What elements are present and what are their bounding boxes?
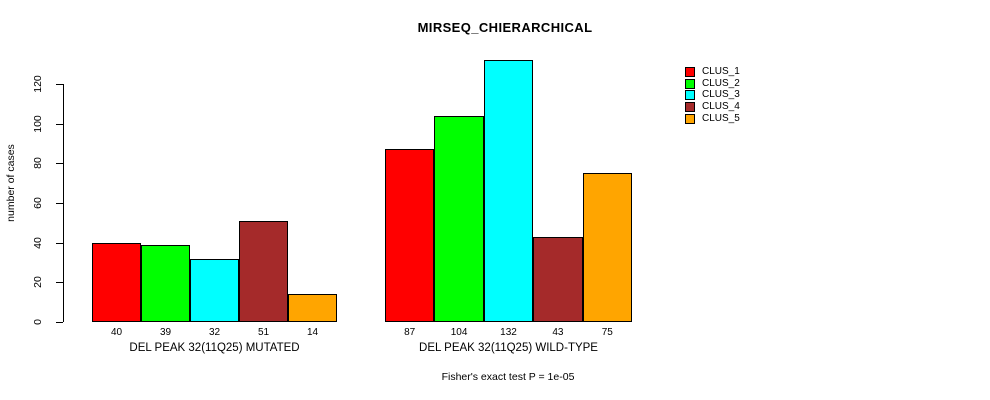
y-axis-tick — [56, 203, 63, 204]
y-axis-tick-label: 20 — [32, 276, 44, 289]
bar-clus_2-group2 — [434, 115, 484, 322]
bar-value-label: 132 — [500, 327, 517, 338]
bar-clus_3-group1 — [190, 258, 239, 322]
legend-label: CLUS_3 — [702, 89, 740, 101]
group-label: DEL PEAK 32(11Q25) WILD-TYPE — [419, 342, 598, 354]
bar-clus_2-group1 — [141, 244, 190, 322]
y-axis-tick-label: 120 — [32, 75, 44, 93]
y-axis-tick — [56, 163, 63, 165]
chart-title: MIRSEQ_CHIERARCHICAL — [417, 20, 593, 35]
bar-clus_1-group2 — [385, 149, 435, 322]
caption-text: Fisher's exact test P = 1e-05 — [441, 371, 575, 383]
bar-value-label: 14 — [306, 327, 319, 338]
bar-value-label: 40 — [110, 327, 123, 338]
y-axis-tick — [56, 322, 63, 323]
legend-label: CLUS_2 — [702, 77, 740, 89]
y-axis-tick — [56, 282, 63, 284]
bar-value-label: 32 — [208, 327, 221, 338]
bar-clus_5-group2 — [582, 173, 632, 322]
bar-clus_5-group1 — [288, 294, 337, 322]
legend-label: CLUS_4 — [702, 101, 740, 113]
bar-value-label: 43 — [552, 327, 564, 338]
legend-swatch-clus_3 — [685, 90, 695, 101]
bar-clus_1-group1 — [92, 242, 141, 322]
bar-value-label: 39 — [159, 327, 172, 338]
legend-swatch-clus_4 — [685, 102, 695, 113]
y-axis-tick — [56, 242, 63, 244]
bar-clus_4-group1 — [239, 220, 288, 322]
y-axis-title: number of cases — [5, 144, 17, 222]
y-axis-tick-label: 0 — [32, 319, 44, 325]
legend-swatch-clus_1 — [685, 67, 695, 77]
bar-clus_3-group2 — [483, 60, 534, 322]
y-axis-tick-label: 80 — [32, 157, 44, 170]
group-label: DEL PEAK 32(11Q25) MUTATED — [129, 342, 300, 354]
y-axis-line — [63, 84, 64, 322]
y-axis-tick — [56, 84, 63, 85]
y-axis-tick-label: 40 — [32, 236, 44, 249]
legend-label: CLUS_1 — [702, 66, 740, 77]
y-axis-tick-label: 100 — [32, 114, 44, 133]
bar-value-label: 87 — [404, 327, 416, 338]
bar-value-label: 51 — [257, 327, 270, 338]
legend-swatch-clus_2 — [685, 78, 695, 89]
bar-value-label: 104 — [450, 327, 468, 338]
bar-clus_4-group2 — [533, 236, 583, 322]
legend-swatch-clus_5 — [685, 113, 695, 124]
legend-label: CLUS_5 — [702, 112, 740, 124]
y-axis-tick-label: 60 — [32, 197, 44, 209]
y-axis-tick — [56, 123, 63, 125]
bar-value-label: 75 — [601, 327, 613, 338]
